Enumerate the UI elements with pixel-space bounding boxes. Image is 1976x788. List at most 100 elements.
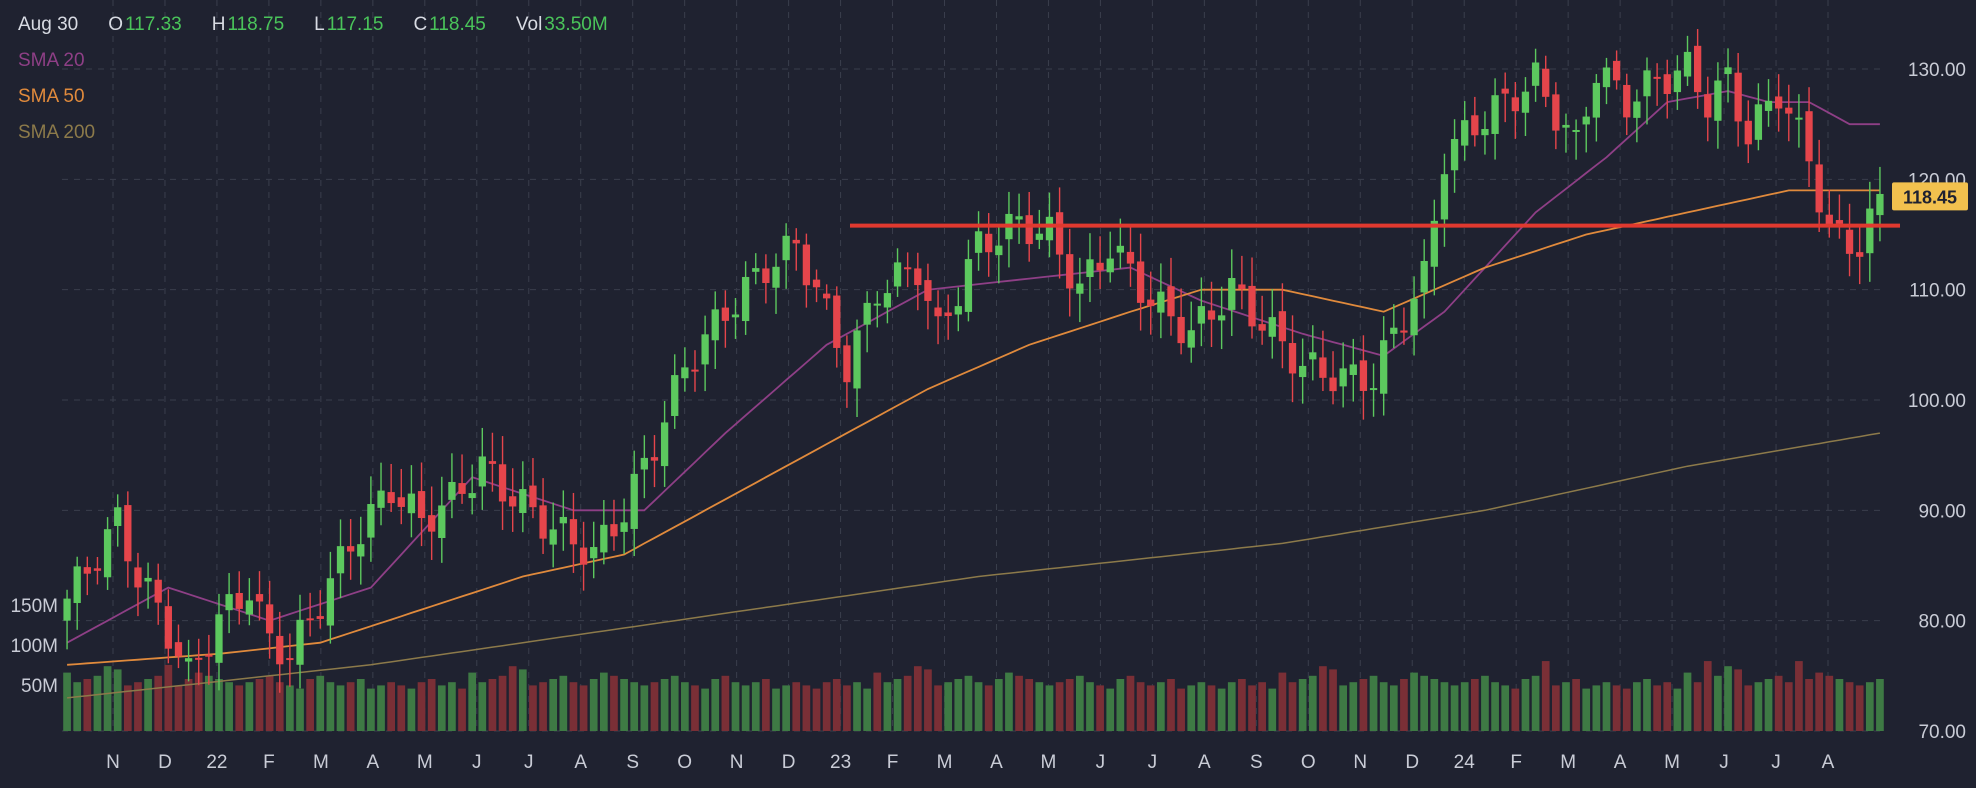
candle-body [478, 456, 486, 487]
candle-body [549, 529, 557, 545]
candle-body [1369, 388, 1378, 391]
candle-body [1785, 107, 1793, 114]
candle-body [367, 504, 375, 538]
volume-bar [1298, 679, 1307, 731]
volume-bar [1653, 685, 1661, 731]
candle-body [620, 522, 628, 532]
volume-value: 33.50M [544, 14, 608, 35]
candle-body [1724, 67, 1732, 75]
volume-bar [1491, 682, 1499, 731]
candle-body [265, 604, 274, 634]
volume-bar [1470, 679, 1479, 731]
low-label: L [314, 14, 325, 35]
volume-bar [812, 688, 821, 731]
candlesticks [63, 29, 1884, 693]
volume-bar [1005, 672, 1013, 731]
candle-body [691, 369, 699, 372]
candle-body [1076, 283, 1084, 294]
candle-body [245, 600, 254, 615]
candle-body [1633, 101, 1641, 118]
candle-body [600, 524, 608, 553]
volume-bar [1045, 685, 1054, 731]
sma-200-line [67, 432, 1881, 699]
candle-body [225, 594, 233, 611]
volume-bar [1460, 682, 1469, 731]
volume-bar [518, 669, 527, 731]
volume-bar [1582, 688, 1591, 731]
candle-body [671, 375, 679, 416]
time-tick-label: J [1096, 752, 1106, 773]
volume-bar [275, 682, 284, 731]
volume-bar [1602, 682, 1611, 731]
candle-body [529, 485, 537, 508]
candle-body [1228, 278, 1236, 310]
candle-body [1440, 174, 1449, 220]
candle-body [893, 262, 902, 287]
candle-body [397, 497, 405, 507]
legend-sma-50[interactable]: SMA 50 [18, 86, 85, 107]
candle-body [1501, 88, 1509, 94]
candle-body [1835, 220, 1844, 224]
candle-body [1521, 91, 1530, 113]
volume-bar [559, 675, 568, 731]
candle-body [1187, 330, 1195, 348]
volume-bars [63, 661, 1884, 731]
time-tick-label: 24 [1454, 752, 1476, 773]
legend-sma-20[interactable]: SMA 20 [18, 50, 85, 71]
candle-body [488, 461, 497, 464]
volume-bar [1754, 682, 1763, 731]
volume-bar [1319, 666, 1327, 731]
volume-bar [1065, 679, 1074, 731]
candle-body [144, 577, 152, 582]
volume-bar [1501, 685, 1510, 731]
candle-body [1238, 284, 1246, 290]
volume-bar [1329, 669, 1337, 731]
candle-body [883, 293, 892, 308]
volume-bar [377, 685, 385, 731]
volume-bar [1835, 679, 1844, 731]
candle-body [995, 245, 1003, 256]
volume-bar [265, 675, 274, 731]
candle-body [964, 259, 973, 312]
legend-sma-200[interactable]: SMA 200 [18, 122, 96, 143]
time-tick-label: M [1041, 752, 1057, 773]
volume-bar [984, 685, 993, 731]
volume-bar [103, 666, 112, 731]
candle-body [1450, 139, 1459, 171]
volume-bar [164, 664, 173, 731]
volume-bar [1430, 679, 1439, 731]
volume-bar [468, 672, 477, 731]
volume-bar [427, 679, 436, 731]
candle-body [1106, 258, 1114, 273]
volume-bar [346, 682, 355, 731]
candle-body [914, 268, 922, 286]
volume-bar [1592, 685, 1601, 731]
volume-bar [883, 682, 892, 731]
volume-bar [1389, 685, 1398, 731]
volume-tick-label: 50M [21, 676, 58, 697]
volume-bar [1420, 675, 1429, 731]
volume-bar [1187, 685, 1196, 731]
volume-bar [144, 679, 152, 731]
candle-body [1410, 298, 1418, 336]
time-tick-label: A [1198, 752, 1211, 773]
volume-bar [1126, 675, 1135, 731]
candle-body [1278, 311, 1287, 342]
volume-bar [964, 675, 973, 731]
time-tick-label: A [574, 752, 587, 773]
volume-bar [903, 675, 912, 731]
ohlc-readout: Aug 30 O 117.33 H 118.75 L 117.15 C 118.… [18, 14, 638, 36]
volume-bar [579, 685, 588, 731]
candle-body [1714, 80, 1722, 121]
volume-bar [245, 682, 254, 731]
volume-bar [93, 675, 102, 731]
volume-bar [184, 679, 193, 731]
volume-bar [1703, 661, 1712, 731]
volume-bar [569, 682, 578, 731]
volume-bar [448, 682, 456, 731]
candle-body [1380, 340, 1388, 394]
candle-body [1866, 208, 1874, 254]
volume-bar [356, 679, 365, 731]
candle-body [1663, 74, 1671, 95]
